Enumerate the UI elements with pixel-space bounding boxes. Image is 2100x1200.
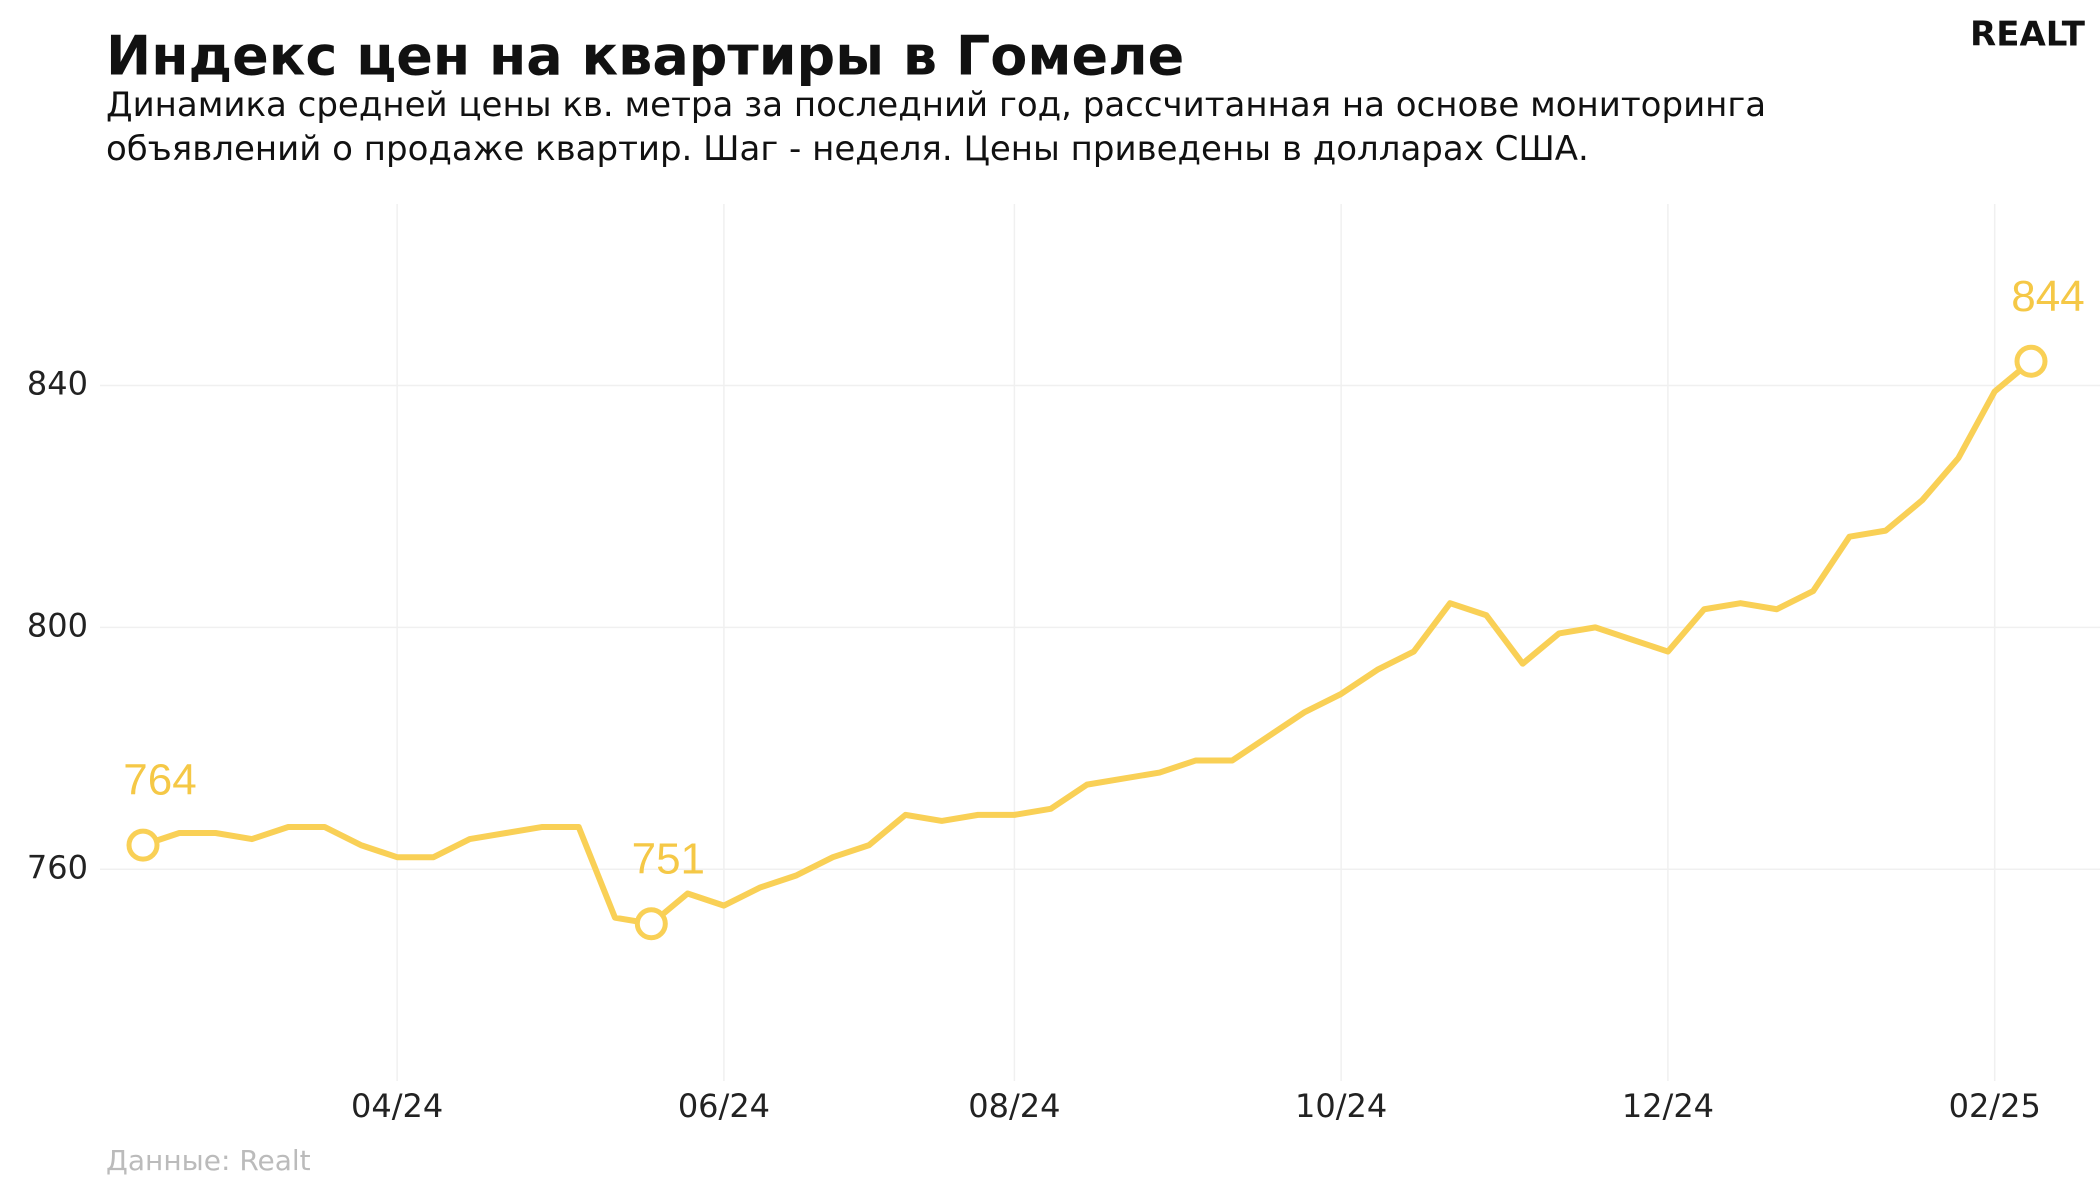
chart-title: Индекс цен на квартиры в Гомеле: [106, 25, 1184, 88]
point-marker: [126, 828, 160, 862]
data-label: 751: [632, 834, 705, 883]
chart-subtitle: Динамика средней цены кв. метра за после…: [106, 85, 1766, 169]
data-label: 844: [2011, 272, 2084, 321]
point-marker: [634, 907, 668, 941]
point-marker: [2014, 344, 2048, 378]
x-tick-label: 08/24: [968, 1087, 1060, 1125]
y-tick-label: 840: [27, 364, 88, 402]
x-tick-label: 04/24: [351, 1087, 443, 1125]
x-tick-label: 06/24: [678, 1087, 770, 1125]
x-tick-label: 02/25: [1949, 1087, 2041, 1125]
x-tick-label: 12/24: [1622, 1087, 1714, 1125]
y-tick-label: 760: [27, 848, 88, 886]
y-tick-label: 800: [27, 606, 88, 644]
x-tick-label: 10/24: [1295, 1087, 1387, 1125]
plot-area: 760 800 840 04/24 06/24 08/24 10/24 12/24 02/25 7…: [27, 204, 2100, 1125]
line: [142, 358, 2033, 927]
data-label: 764: [123, 756, 196, 805]
logo: REALT: [1970, 15, 2086, 55]
source: Данные: Realt: [106, 1144, 311, 1177]
